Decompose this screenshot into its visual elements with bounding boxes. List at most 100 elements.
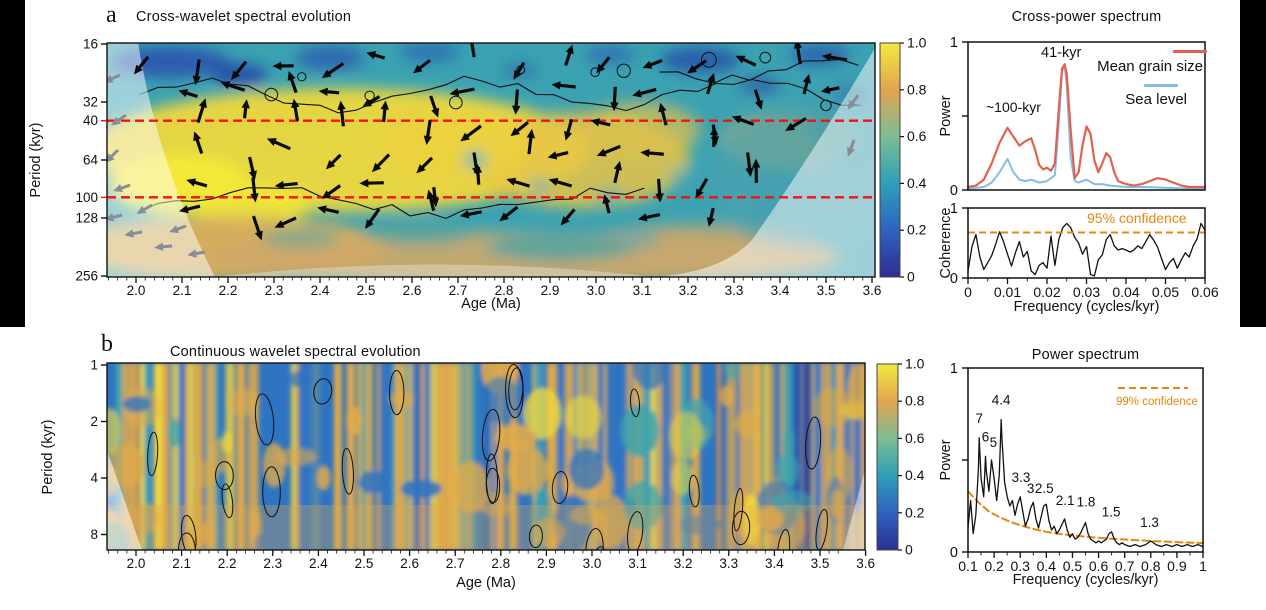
panel-a-title: Cross-wavelet spectral evolution [136,9,352,25]
svg-text:3.4: 3.4 [765,556,784,571]
svg-text:2.9: 2.9 [541,283,560,298]
panel-a-x-axis-label: Age (Ma) [461,296,521,312]
svg-text:0: 0 [905,542,913,558]
svg-text:2.8: 2.8 [495,283,514,298]
svg-text:0.1: 0.1 [958,558,978,574]
svg-text:1.3: 1.3 [1140,515,1159,530]
svg-text:1: 1 [950,361,958,377]
svg-text:2.1: 2.1 [173,283,192,298]
svg-text:2.2: 2.2 [218,556,237,571]
svg-text:2.5: 2.5 [355,556,374,571]
svg-text:1: 1 [90,358,98,373]
svg-text:2.2: 2.2 [219,283,238,298]
grey-phase-arrows [107,73,860,258]
svg-text:3.3: 3.3 [719,556,738,571]
svg-text:0.6: 0.6 [907,128,927,144]
svg-text:0.2: 0.2 [984,558,1004,574]
svg-text:0.5: 0.5 [1063,558,1083,574]
legend-swatch-mean-grain-size [1173,50,1207,53]
panel-a-letter: a [106,2,117,28]
svg-text:2.8: 2.8 [491,556,510,571]
svg-text:0.8: 0.8 [905,393,925,409]
svg-text:0.01: 0.01 [994,284,1021,300]
svg-text:2.9: 2.9 [537,556,556,571]
svg-text:2.0: 2.0 [127,283,146,298]
svg-text:3.1: 3.1 [628,556,647,571]
svg-text:3.3: 3.3 [1012,470,1031,485]
svg-text:2.4: 2.4 [309,556,328,571]
svg-text:3.3: 3.3 [725,283,744,298]
svg-text:0.6: 0.6 [1089,558,1109,574]
power-spectrum-y-axis-label: Power [938,439,954,481]
svg-text:1.8: 1.8 [1077,495,1096,510]
svg-text:1.5: 1.5 [1102,505,1121,520]
panel-b-letter: b [101,331,113,357]
legend-label-mean-grain-size: Mean grain size [1097,58,1203,75]
svg-text:0.2: 0.2 [907,222,927,238]
svg-text:0.2: 0.2 [905,504,925,520]
svg-text:0.6: 0.6 [905,430,925,446]
svg-text:256: 256 [75,269,98,284]
svg-text:1: 1 [950,201,958,217]
svg-text:0.4: 0.4 [907,175,927,191]
svg-text:2.0: 2.0 [127,556,146,571]
annotation-99-confidence: 99% confidence [1116,396,1198,408]
svg-text:0.06: 0.06 [1191,284,1218,300]
svg-text:0: 0 [950,271,958,287]
panel-a-axes: 16 32 40 64 100 128 256 2.0 2.1 2.2 2.3 2.4 2.5 2.6 2.… [75,37,881,299]
svg-text:1.0: 1.0 [905,356,925,372]
svg-text:0.3: 0.3 [1010,558,1030,574]
svg-text:2.7: 2.7 [449,283,468,298]
legend-label-sea-level: Sea level [1125,91,1187,108]
coherence-y-axis-label: Coherence [938,207,954,279]
svg-text:40: 40 [83,113,98,128]
svg-text:1: 1 [1199,558,1207,574]
svg-text:0: 0 [907,269,915,285]
svg-text:2.1: 2.1 [172,556,191,571]
svg-text:3.0: 3.0 [583,556,602,571]
svg-text:2.6: 2.6 [400,556,419,571]
svg-text:1: 1 [950,35,958,51]
svg-text:0.02: 0.02 [1033,284,1060,300]
panel-b-y-axis-label: Period (kyr) [40,419,56,495]
svg-text:0.8: 0.8 [1141,558,1161,574]
svg-text:2.3: 2.3 [263,556,282,571]
phase-arrows [133,43,848,241]
svg-text:2.7: 2.7 [446,556,465,571]
wavelet-b-heatmap [107,363,865,550]
svg-text:3.2: 3.2 [679,283,698,298]
svg-text:2.5: 2.5 [357,283,376,298]
svg-text:3.5: 3.5 [817,283,836,298]
svg-text:5: 5 [990,435,998,450]
panel-b-x-axis-label: Age (Ma) [456,575,516,591]
cross-power-y-axis-label: Power [938,95,954,137]
svg-text:4: 4 [90,471,98,486]
svg-text:4.4: 4.4 [992,392,1011,407]
svg-text:2.3: 2.3 [265,283,284,298]
panel-b-title: Continuous wavelet spectral evolution [170,344,421,360]
svg-text:32: 32 [83,95,98,110]
annotation-41kyr: 41-kyr [1041,45,1082,61]
svg-text:0.9: 0.9 [1167,558,1187,574]
svg-text:128: 128 [75,211,98,226]
power-spectrum-x-axis-label: Frequency (cycles/kyr) [1012,572,1159,588]
svg-text:3.6: 3.6 [863,283,882,298]
svg-text:2: 2 [90,414,98,429]
svg-text:0.4: 0.4 [905,467,925,483]
power-spectrum-title: Power spectrum [1031,347,1140,363]
wavelet-a-heatmap [107,43,875,277]
svg-text:0.8: 0.8 [907,81,927,97]
svg-text:0.4: 0.4 [1037,558,1057,574]
svg-text:2.6: 2.6 [403,283,422,298]
svg-text:2.5: 2.5 [1035,481,1054,496]
svg-text:0: 0 [950,183,958,199]
svg-text:6: 6 [982,429,990,444]
right-frame-bar [1240,0,1266,327]
svg-text:3.1: 3.1 [633,283,652,298]
svg-text:1.0: 1.0 [907,35,927,51]
coherence-x-axis-label: Frequency (cycles/kyr) [1013,299,1160,315]
svg-text:0.04: 0.04 [1112,284,1139,300]
svg-text:3.5: 3.5 [811,556,830,571]
